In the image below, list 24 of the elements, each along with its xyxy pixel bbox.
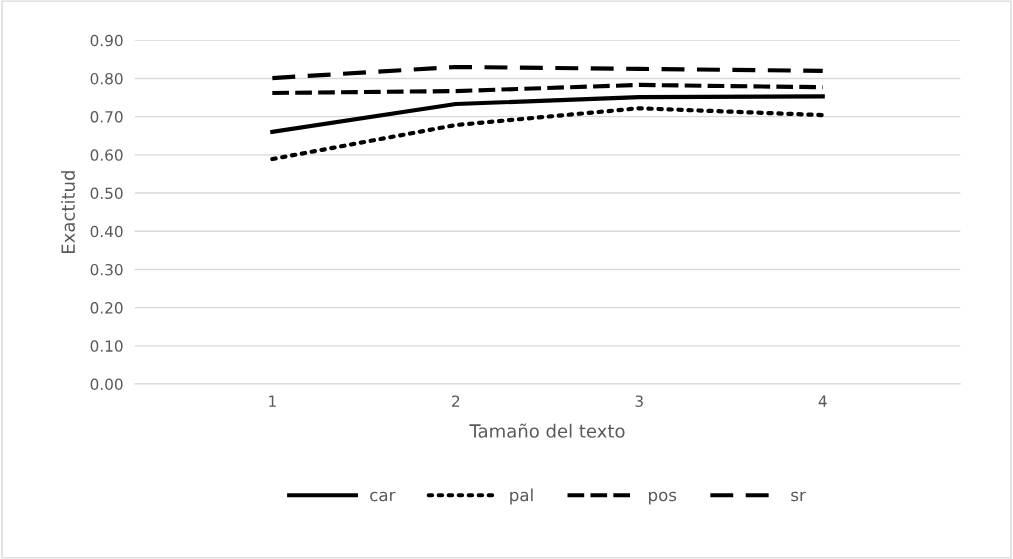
- x-axis-title: Tamaño del texto: [469, 423, 625, 438]
- y-axis-title: Exactitud: [61, 171, 75, 253]
- y-tick-label: 0.70: [90, 111, 123, 123]
- x-tick-label: 3: [635, 395, 643, 407]
- y-tick-label: 0.80: [90, 72, 123, 85]
- legend-label: car: [370, 491, 396, 502]
- line-series: [270, 82, 825, 96]
- legend-label: pos: [649, 491, 677, 505]
- line-series: [270, 106, 825, 162]
- y-tick-label: 0.40: [90, 225, 123, 238]
- x-tick-label: 1: [269, 395, 276, 407]
- x-tick-label: 2: [452, 395, 460, 407]
- y-tick-label: 0.00: [90, 378, 123, 391]
- y-tick-label: 0.50: [90, 187, 123, 200]
- legend-label: sr: [791, 491, 806, 502]
- y-tick-label: 0.90: [90, 34, 123, 47]
- line-series: [270, 94, 825, 135]
- x-tick-label: 4: [818, 395, 827, 407]
- y-tick-label: 0.10: [90, 340, 123, 352]
- line-series: [270, 64, 825, 81]
- y-tick-label: 0.20: [90, 302, 123, 314]
- legend-label: pal: [510, 488, 533, 505]
- y-tick-label: 0.30: [90, 263, 123, 276]
- y-tick-label: 0.60: [90, 149, 123, 161]
